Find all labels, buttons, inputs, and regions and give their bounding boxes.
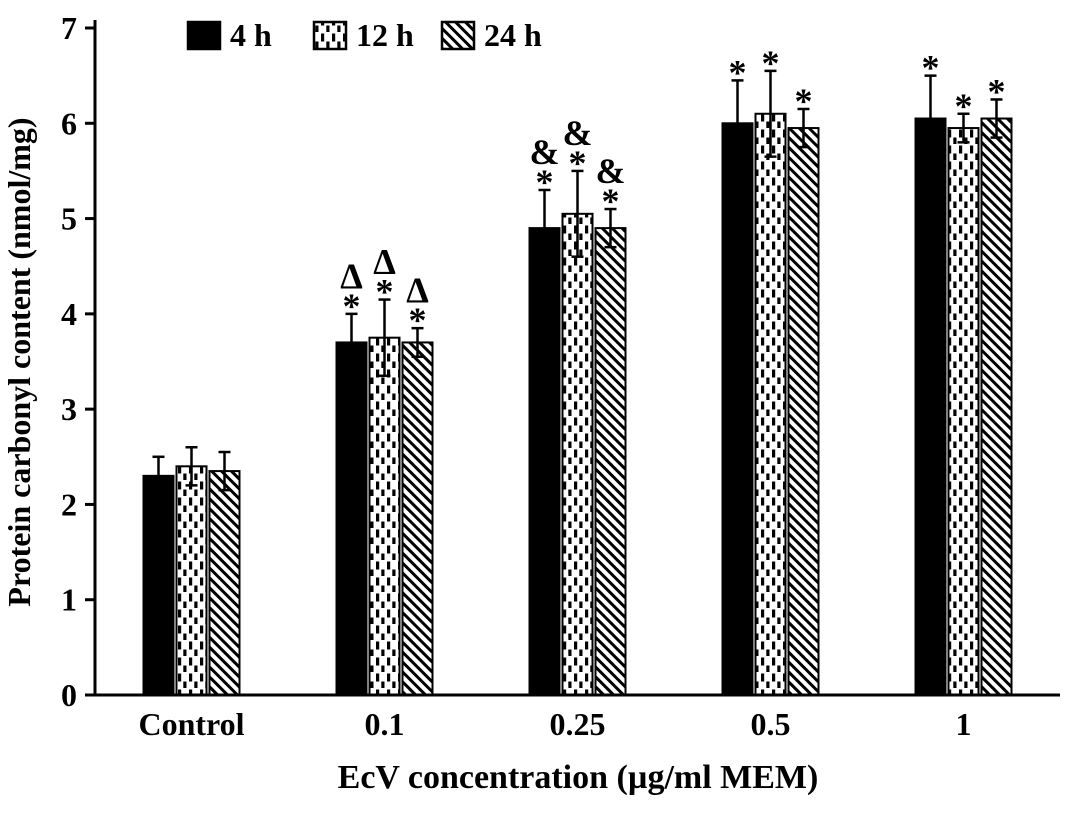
y-tick-label: 2 (61, 486, 77, 522)
significance-asterisk: * (602, 181, 620, 221)
y-tick-label: 5 (61, 201, 77, 237)
y-tick-label: 3 (61, 391, 77, 427)
bar-12h-Control (175, 465, 208, 697)
error-bar (411, 326, 424, 358)
significance-asterisk: * (569, 143, 587, 183)
significance-asterisk: * (409, 300, 427, 340)
y-tick-label: 7 (61, 10, 77, 46)
error-bar (990, 98, 1003, 139)
significance-asterisk: * (343, 286, 361, 326)
error-bar (764, 69, 777, 158)
legend-swatch-4h (186, 20, 222, 51)
bar-12h-1 (947, 127, 980, 697)
error-bar (152, 455, 165, 497)
y-tick-label: 1 (61, 582, 77, 618)
legend-swatch-24h (440, 20, 476, 51)
significance-asterisk: * (955, 86, 973, 126)
axes-layer (93, 20, 1060, 697)
significance-asterisk: * (536, 162, 554, 202)
significance-delta: Δ (373, 242, 396, 282)
bar-12h-0.5 (754, 112, 787, 696)
bar-4h-0.25 (528, 227, 561, 696)
bars-layer (142, 69, 1013, 697)
bar-4h-0.1 (335, 341, 368, 696)
legend-label: 4 h (230, 17, 272, 53)
error-bar (538, 188, 551, 268)
x-category-label: 1 (956, 706, 972, 742)
error-bar (604, 207, 617, 249)
legend-label: 24 h (484, 17, 542, 53)
ticks-layer: 0 1 2 3 4 5 6 7 Control 0.1 0.25 0.5 1 (61, 10, 972, 742)
significance-ampersand: & (530, 132, 560, 172)
legend: 4 h 12 h 24 h (186, 17, 542, 53)
significance-asterisk: * (376, 272, 394, 312)
legend-label: 12 h (356, 17, 414, 53)
x-category-label: 0.1 (365, 706, 405, 742)
error-bar (185, 446, 198, 487)
bar-12h-0.1 (368, 336, 401, 696)
significance-asterisk: * (795, 81, 813, 121)
bar-24h-1 (980, 117, 1013, 697)
x-category-label: 0.25 (550, 706, 606, 742)
error-bar (218, 450, 231, 492)
significance-asterisk: * (729, 52, 747, 92)
x-axis-label: EcV concentration (µg/ml MEM) (338, 759, 819, 796)
error-bar (378, 298, 391, 378)
y-tick-label: 0 (61, 677, 77, 713)
significance-ampersand: & (563, 113, 593, 153)
bar-4h-1 (914, 117, 947, 697)
bar-24h-0.25 (594, 227, 627, 696)
bar-12h-0.25 (561, 212, 594, 697)
x-category-label: 0.5 (751, 706, 791, 742)
y-axis-label: Protein carbonyl content (nmol/mg) (1, 117, 37, 606)
significance-annotations: *Δ *Δ*Δ*& *&*&* **** * (340, 43, 1005, 340)
significance-asterisk: * (762, 43, 780, 83)
significance-delta: Δ (340, 256, 363, 296)
y-tick-label: 6 (61, 105, 77, 141)
legend-swatch-12h (312, 20, 348, 51)
bar-4h-Control (142, 474, 175, 697)
bar-24h-0.5 (787, 127, 820, 697)
error-bar (345, 312, 358, 373)
error-bar (571, 169, 584, 258)
bar-24h-Control (208, 470, 241, 697)
error-bar (731, 79, 744, 168)
bar-24h-0.1 (401, 341, 434, 696)
error-bar (924, 74, 937, 163)
error-bar (957, 112, 970, 144)
x-category-label: Control (138, 706, 244, 742)
significance-ampersand: & (596, 151, 626, 191)
significance-asterisk: * (988, 71, 1006, 111)
significance-asterisk: * (922, 48, 940, 88)
y-tick-label: 4 (61, 296, 77, 332)
significance-delta: Δ (406, 270, 429, 310)
bar-4h-0.5 (721, 122, 754, 697)
error-bar (797, 107, 810, 149)
